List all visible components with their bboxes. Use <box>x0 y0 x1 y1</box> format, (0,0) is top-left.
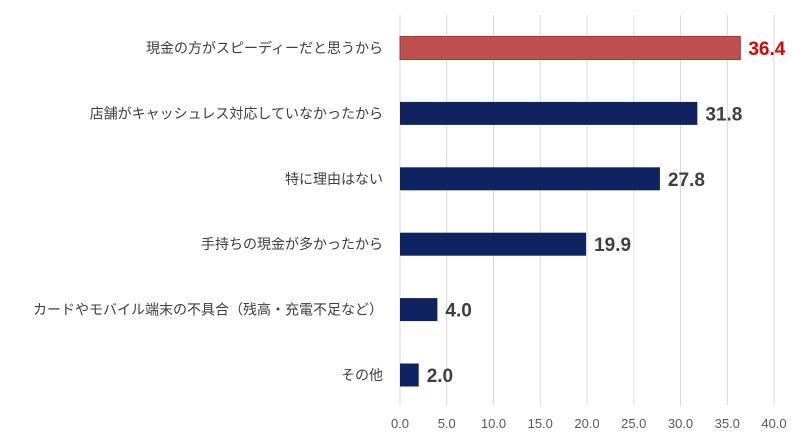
data-label: 19.9 <box>594 235 631 256</box>
data-label: 4.0 <box>445 301 471 322</box>
bar <box>400 298 438 322</box>
category-label: 現金の方がスピーディーだと思うから <box>146 40 383 57</box>
data-labels: 36.4 31.8 27.8 19.9 4.0 2.0 <box>427 39 786 387</box>
x-tick-label: 25.0 <box>621 416 646 431</box>
data-label: 31.8 <box>705 104 742 125</box>
x-tick-label: 15.0 <box>528 416 553 431</box>
grid-lines <box>399 15 775 405</box>
bars <box>399 36 741 387</box>
bar <box>400 167 660 191</box>
data-label: 27.8 <box>668 170 705 191</box>
category-labels: 現金の方がスピーディーだと思うから店舗がキャッシュレス対応していなかったから特に… <box>33 40 383 384</box>
x-tick-label: 40.0 <box>761 416 786 431</box>
data-label: 36.4 <box>748 39 785 60</box>
bar <box>400 101 698 125</box>
data-label: 2.0 <box>427 366 453 387</box>
x-tick-label: 0.0 <box>391 416 409 431</box>
x-tick-label: 20.0 <box>574 416 599 431</box>
category-label: カードやモバイル端末の不具合（残高・充電不足など） <box>33 302 383 319</box>
category-label: 特に理由はない <box>285 172 383 188</box>
x-tick-label: 5.0 <box>438 416 456 431</box>
x-axis-ticks: 0.0 5.0 10.0 15.0 20.0 25.0 30.0 35.0 40.0 <box>391 416 787 431</box>
category-label: その他 <box>341 368 383 384</box>
bar <box>400 363 419 387</box>
bar <box>399 36 741 60</box>
x-tick-label: 30.0 <box>668 416 693 431</box>
x-tick-label: 35.0 <box>715 416 740 431</box>
x-tick-label: 10.0 <box>481 416 506 431</box>
category-label: 店舗がキャッシュレス対応していなかったから <box>90 106 383 122</box>
bar <box>400 232 587 256</box>
category-label: 手持ちの現金が多かったから <box>201 236 383 253</box>
